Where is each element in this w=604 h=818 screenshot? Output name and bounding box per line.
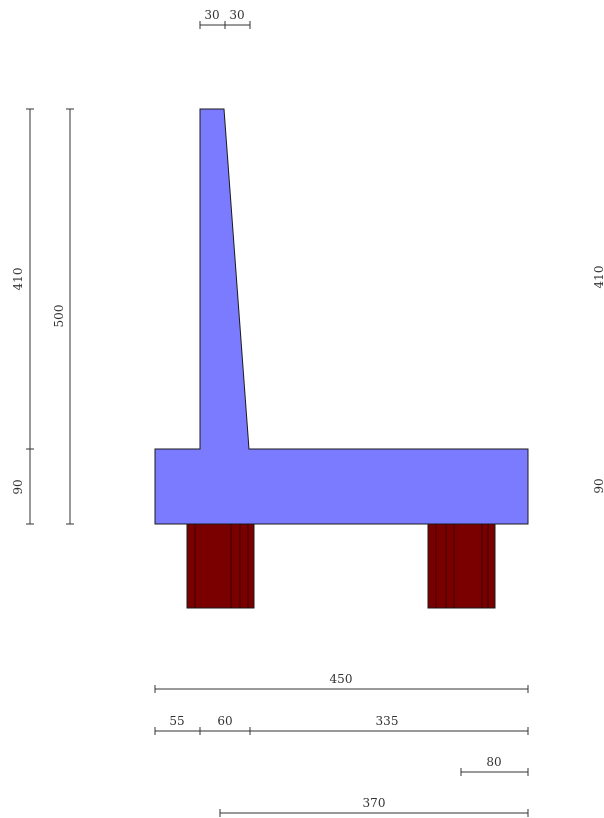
dim-right-stem-height-label: 410	[592, 266, 604, 289]
pile-right	[427, 523, 496, 609]
dim-stem-top-right-label: 30	[229, 8, 244, 22]
dim-pile-width-label: 80	[486, 755, 501, 769]
dim-left-heights: 410 90	[11, 108, 34, 525]
dim-right-base-height-label: 90	[592, 478, 604, 493]
dim-stem-top: 30 30	[199, 8, 251, 29]
dim-left-base-height-label: 90	[11, 479, 25, 494]
dim-stem-top-left-label: 30	[204, 8, 219, 22]
dim-left-total-height: 500	[52, 108, 74, 525]
dim-left-total-height-label: 500	[52, 305, 66, 328]
dim-pile-span-label: 370	[363, 796, 386, 810]
dim-pile-span: 370	[219, 796, 529, 817]
dim-left-stem-height-label: 410	[11, 268, 25, 291]
pile-left	[186, 523, 255, 609]
dim-pile-width: 80	[460, 755, 529, 776]
dim-base-width: 450	[154, 672, 529, 693]
dim-base-segments: 55 60 335	[154, 714, 529, 735]
wall-concrete-body	[154, 108, 529, 525]
dim-base-width-label: 450	[330, 672, 353, 686]
dim-heel-width-label: 335	[376, 714, 399, 728]
dim-stem-base-width-label: 60	[217, 714, 232, 728]
dim-right-heights: 410 90	[592, 266, 604, 494]
dim-toe-width-label: 55	[169, 714, 184, 728]
